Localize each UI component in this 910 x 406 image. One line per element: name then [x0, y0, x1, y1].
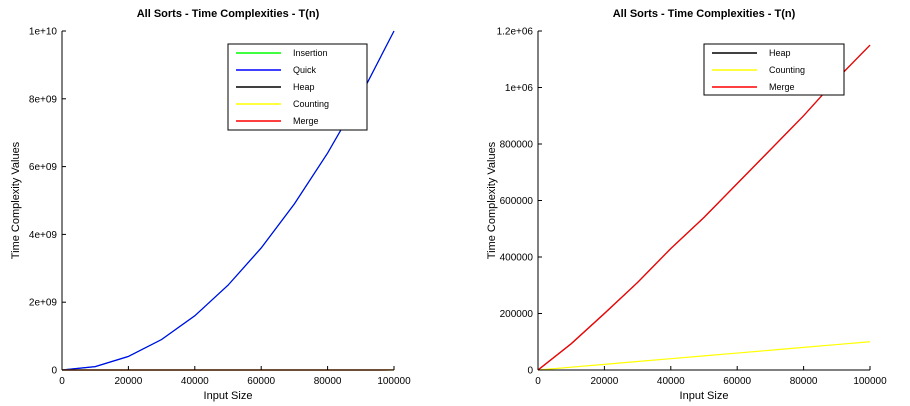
legend-label: Quick: [293, 65, 317, 75]
y-tick-label: 0: [51, 366, 57, 377]
series-line-merge: [537, 44, 871, 371]
y-tick-label: 4e+09: [29, 230, 58, 241]
y-tick-label: 1e+10: [29, 27, 58, 38]
y-axis-label: Time Complexity Values: [10, 141, 22, 259]
x-tick-label: 40000: [657, 376, 685, 387]
x-tick-label: 0: [59, 376, 65, 387]
y-tick-label: 8e+09: [29, 94, 58, 105]
chart-title: All Sorts - Time Complexities - T(n): [137, 8, 320, 20]
chart-title: All Sorts - Time Complexities - T(n): [613, 8, 796, 20]
x-tick-label: 0: [535, 376, 541, 387]
y-tick-label: 2e+09: [29, 298, 58, 309]
y-tick-label: 6e+09: [29, 162, 58, 173]
legend: Insertion Quick Heap Counting Merge: [227, 43, 368, 131]
legend-label: Merge: [293, 116, 319, 126]
y-tick-label: 0: [527, 366, 533, 377]
x-tick-label: 20000: [590, 376, 618, 387]
y-tick-label: 600000: [500, 196, 534, 207]
x-tick-label: 100000: [377, 376, 411, 387]
x-tick-label: 40000: [181, 376, 209, 387]
y-axis-label: Time Complexity Values: [486, 141, 498, 259]
legend-label: Merge: [769, 82, 795, 92]
legend-label: Counting: [293, 99, 329, 109]
x-axis-label: Input Size: [680, 390, 729, 402]
legend-label: Heap: [769, 48, 791, 58]
x-tick-label: 60000: [247, 376, 275, 387]
series-line-quick: [61, 30, 395, 371]
x-tick-label: 100000: [853, 376, 887, 387]
x-tick-label: 60000: [723, 376, 751, 387]
y-tick-label: 1e+06: [505, 83, 534, 94]
legend: Heap Counting Merge: [703, 43, 845, 96]
legend-label: Heap: [293, 82, 315, 92]
x-tick-label: 80000: [314, 376, 342, 387]
legend-label: Insertion: [293, 48, 328, 58]
series-line-counting: [537, 341, 871, 371]
x-tick-label: 20000: [114, 376, 142, 387]
chart-1: 0 20000 40000 60000 80000 100000 0 2e+09 4e+09 6e…: [10, 8, 411, 402]
y-tick-label: 800000: [500, 140, 534, 151]
legend-label: Counting: [769, 65, 805, 75]
x-tick-label: 80000: [790, 376, 818, 387]
y-tick-label: 1.2e+06: [497, 27, 534, 38]
y-tick-label: 200000: [500, 309, 534, 320]
chart-2: 0 20000 40000 60000 80000 100000 0 200000 400000…: [486, 8, 887, 402]
x-axis-label: Input Size: [204, 390, 253, 402]
y-tick-label: 400000: [500, 253, 534, 264]
